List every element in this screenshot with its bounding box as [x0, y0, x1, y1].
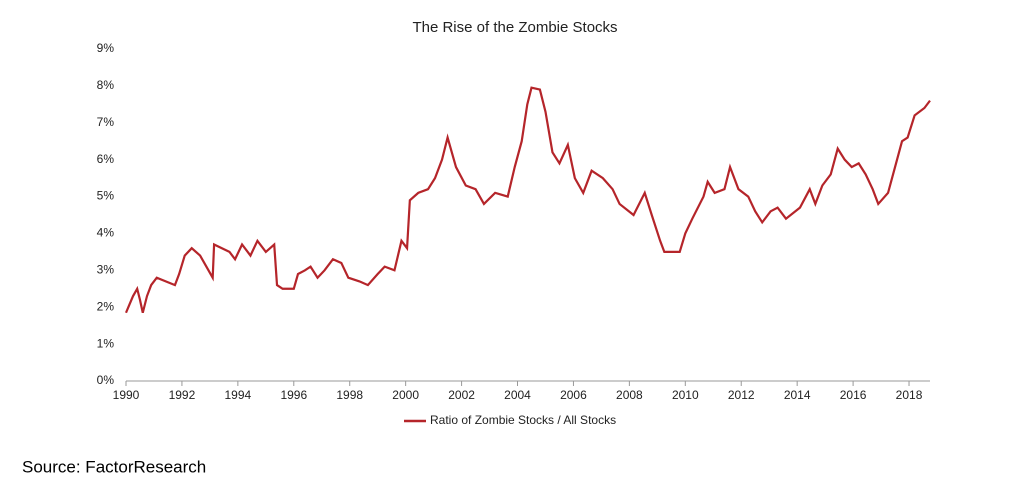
- y-tick-label: 3%: [97, 263, 115, 277]
- x-tick-label: 1998: [336, 388, 363, 402]
- y-tick-label: 1%: [97, 336, 115, 350]
- legend-label: Ratio of Zombie Stocks / All Stocks: [430, 413, 616, 427]
- x-tick-label: 2000: [392, 388, 419, 402]
- x-tick-label: 2016: [840, 388, 867, 402]
- y-tick-label: 0%: [97, 373, 115, 387]
- x-tick-label: 2014: [784, 388, 811, 402]
- x-tick-label: 1990: [113, 388, 140, 402]
- y-tick-label: 9%: [97, 41, 115, 55]
- y-tick-label: 4%: [97, 226, 115, 240]
- x-tick-label: 1996: [280, 388, 307, 402]
- data-line: [124, 86, 931, 314]
- y-tick-label: 8%: [97, 78, 115, 92]
- x-tick-label: 2012: [728, 388, 755, 402]
- chart-title: The Rise of the Zombie Stocks: [412, 19, 617, 36]
- source-note: Source: FactorResearch: [22, 457, 206, 476]
- y-tick-label: 2%: [97, 299, 115, 313]
- y-tick-label: 6%: [97, 152, 115, 166]
- x-tick-label: 1994: [225, 388, 252, 402]
- y-tick-label: 5%: [97, 189, 115, 203]
- x-tick-label: 2008: [616, 388, 643, 402]
- x-tick-label: 2002: [448, 388, 475, 402]
- x-tick-label: 2006: [560, 388, 587, 402]
- x-tick-label: 2004: [504, 388, 531, 402]
- x-tick-label: 1992: [169, 388, 196, 402]
- y-tick-label: 7%: [97, 115, 115, 129]
- x-tick-label: 2018: [896, 388, 923, 402]
- x-tick-label: 2010: [672, 388, 699, 402]
